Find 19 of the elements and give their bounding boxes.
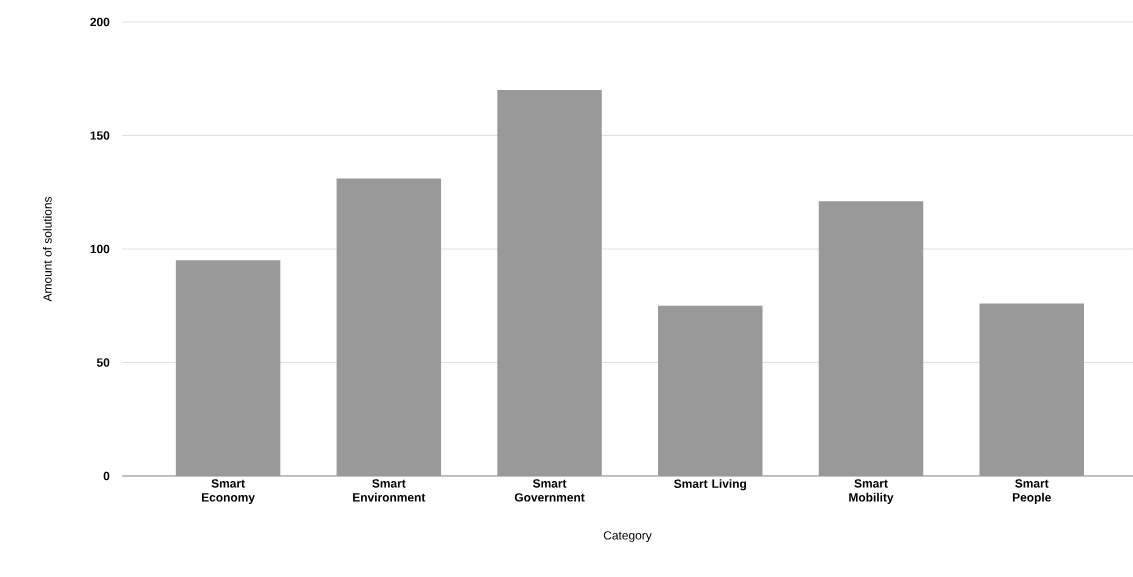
bar bbox=[979, 303, 1084, 476]
x-axis-title: Category bbox=[603, 531, 652, 542]
x-tick-label: Smart Environment bbox=[353, 479, 426, 502]
x-tick-label: Smart Government bbox=[514, 479, 585, 502]
y-tick-label: 100 bbox=[90, 244, 110, 254]
x-tick-label: Smart People bbox=[1012, 479, 1051, 504]
x-tick-label: Smart Living bbox=[674, 479, 747, 491]
x-tick-label: Smart Economy bbox=[201, 479, 255, 504]
bar bbox=[658, 305, 763, 476]
y-tick-label: 50 bbox=[96, 358, 110, 367]
bar bbox=[818, 201, 924, 476]
y-tick-label: 200 bbox=[90, 17, 110, 27]
bar bbox=[497, 90, 602, 476]
y-tick-label: 0 bbox=[103, 471, 110, 481]
y-axis-title: Amount of solutions bbox=[42, 196, 52, 302]
bar bbox=[175, 260, 281, 476]
bar bbox=[336, 178, 442, 476]
y-tick-label: 150 bbox=[90, 131, 110, 140]
x-tick-label: Smart Mobility bbox=[849, 479, 894, 504]
